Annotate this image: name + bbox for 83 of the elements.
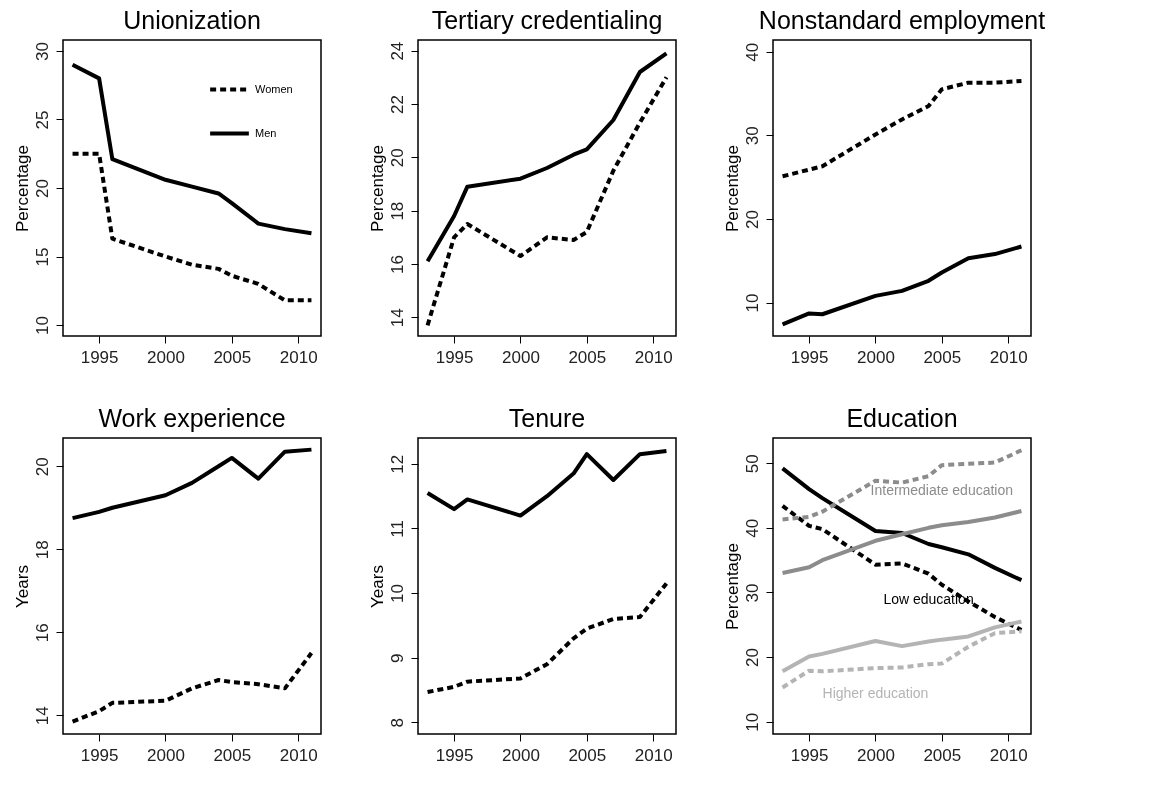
x-tick-label: 1995: [790, 347, 829, 367]
line-series: [780, 448, 1024, 522]
y-axis-title: Years: [367, 565, 387, 608]
y-axis-title: Years: [12, 565, 32, 608]
y-tick-label: 40: [742, 518, 762, 538]
line-series: [70, 62, 314, 236]
y-tick-label: 15: [32, 247, 52, 267]
chart-title: Education: [846, 404, 958, 432]
x-tick-label: 2005: [923, 347, 962, 367]
x-tick-label: 2010: [989, 347, 1028, 367]
line-series: [780, 244, 1024, 327]
y-tick-label: 18: [32, 540, 52, 560]
y-tick-label: 9: [387, 653, 407, 663]
y-tick-label: 10: [742, 293, 762, 313]
y-tick-label: 14: [32, 706, 52, 726]
legend-label: Women: [255, 82, 293, 95]
y-tick-label: 20: [742, 209, 762, 229]
line-series: [425, 51, 669, 264]
line-series: [425, 581, 669, 694]
y-tick-label: 16: [32, 623, 52, 643]
y-tick-label: 10: [742, 712, 762, 732]
y-axis-title: Percentage: [722, 543, 742, 630]
x-tick-label: 2005: [923, 745, 962, 765]
line-series: [780, 466, 1024, 583]
y-tick-label: 30: [32, 42, 52, 61]
line-series: [425, 75, 669, 328]
chart-title: Unionization: [123, 6, 261, 34]
y-tick-label: 8: [387, 718, 407, 728]
y-tick-label: 12: [387, 454, 407, 474]
x-tick-label: 2010: [279, 347, 318, 367]
y-tick-label: 20: [387, 148, 407, 168]
line-series: [70, 151, 314, 303]
y-axis-title: Percentage: [722, 145, 742, 232]
chart-title: Nonstandard employment: [758, 6, 1046, 34]
y-tick-label: 20: [742, 648, 762, 668]
line-series: [425, 448, 669, 518]
x-tick-label: 2010: [634, 347, 673, 367]
y-tick-label: 16: [387, 255, 407, 274]
x-tick-label: 1995: [790, 745, 829, 765]
chart-title: Tertiary credentialing: [431, 6, 663, 34]
x-tick-label: 2000: [502, 347, 540, 367]
y-tick-label: 18: [387, 201, 407, 221]
x-tick-label: 2000: [147, 347, 185, 367]
y-tick-label: 24: [387, 41, 407, 61]
x-tick-label: 2005: [568, 745, 607, 765]
y-tick-label: 10: [32, 316, 52, 335]
y-tick-label: 10: [387, 584, 407, 604]
y-tick-label: 20: [32, 179, 52, 198]
x-tick-label: 1995: [435, 347, 474, 367]
x-tick-label: 2000: [502, 745, 540, 765]
x-tick-label: 1995: [80, 347, 119, 367]
y-tick-label: 40: [742, 42, 762, 62]
line-series: [780, 509, 1024, 576]
x-tick-label: 1995: [80, 745, 119, 765]
x-tick-label: 1995: [435, 745, 474, 765]
chart-title: Work experience: [98, 404, 286, 432]
x-tick-label: 2010: [279, 745, 318, 765]
legend-label: Men: [255, 126, 277, 139]
line-series: [780, 503, 1024, 632]
line-series: [70, 651, 314, 724]
x-tick-label: 2005: [568, 347, 607, 367]
x-tick-label: 2000: [857, 745, 895, 765]
y-tick-label: 30: [742, 583, 762, 603]
x-tick-label: 2000: [857, 347, 895, 367]
x-tick-label: 2005: [213, 745, 252, 765]
line-series: [70, 447, 314, 521]
y-tick-label: 30: [742, 126, 762, 146]
y-axis-title: Percentage: [367, 145, 387, 232]
line-series: [780, 78, 1024, 179]
y-tick-label: 25: [32, 110, 52, 130]
x-tick-label: 2010: [989, 745, 1028, 765]
y-tick-label: 22: [387, 95, 407, 114]
y-tick-label: 20: [32, 457, 52, 477]
y-axis-title: Percentage: [12, 145, 32, 232]
y-tick-label: 11: [387, 520, 407, 538]
annotation: Higher education: [822, 685, 929, 702]
x-tick-label: 2005: [213, 347, 252, 367]
annotation: Intermediate education: [870, 482, 1014, 499]
y-tick-label: 50: [742, 454, 762, 474]
y-tick-label: 14: [387, 308, 407, 328]
x-tick-label: 2010: [634, 745, 673, 765]
x-tick-label: 2000: [147, 745, 185, 765]
chart-title: Tenure: [508, 404, 586, 432]
